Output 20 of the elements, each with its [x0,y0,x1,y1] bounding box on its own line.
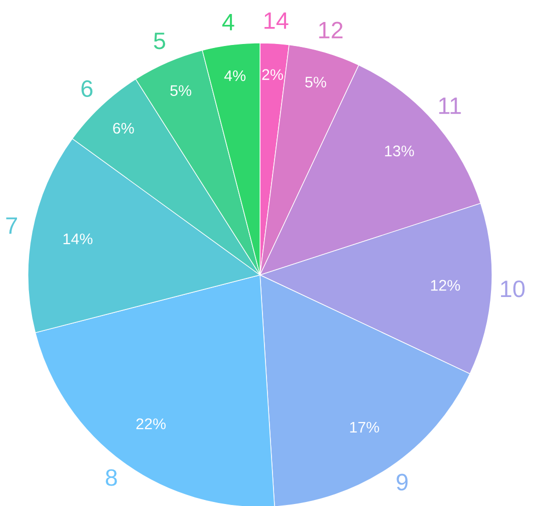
slice-label: 9 [396,474,408,490]
slice-label: 10 [501,280,525,298]
data-label: 22% [136,418,166,430]
data-label: 13% [385,146,414,156]
data-label: 17% [350,422,380,433]
data-label: 14% [64,234,92,244]
data-label: 12% [431,280,460,291]
data-label: 5% [305,76,326,88]
slice-label: 14 [264,12,288,29]
slice-label: 6 [82,80,92,97]
slice-label: 8 [106,469,117,486]
data-label: 2% [262,69,284,80]
data-label: 4% [224,70,246,82]
data-label: 5% [170,85,192,96]
slice-label: 5 [154,32,166,50]
data-label: 6% [113,122,134,134]
slice-label: 4 [222,14,234,30]
slice-label: 12 [319,22,342,38]
slice-label: 11 [439,98,461,114]
slice-label: 7 [6,217,17,234]
